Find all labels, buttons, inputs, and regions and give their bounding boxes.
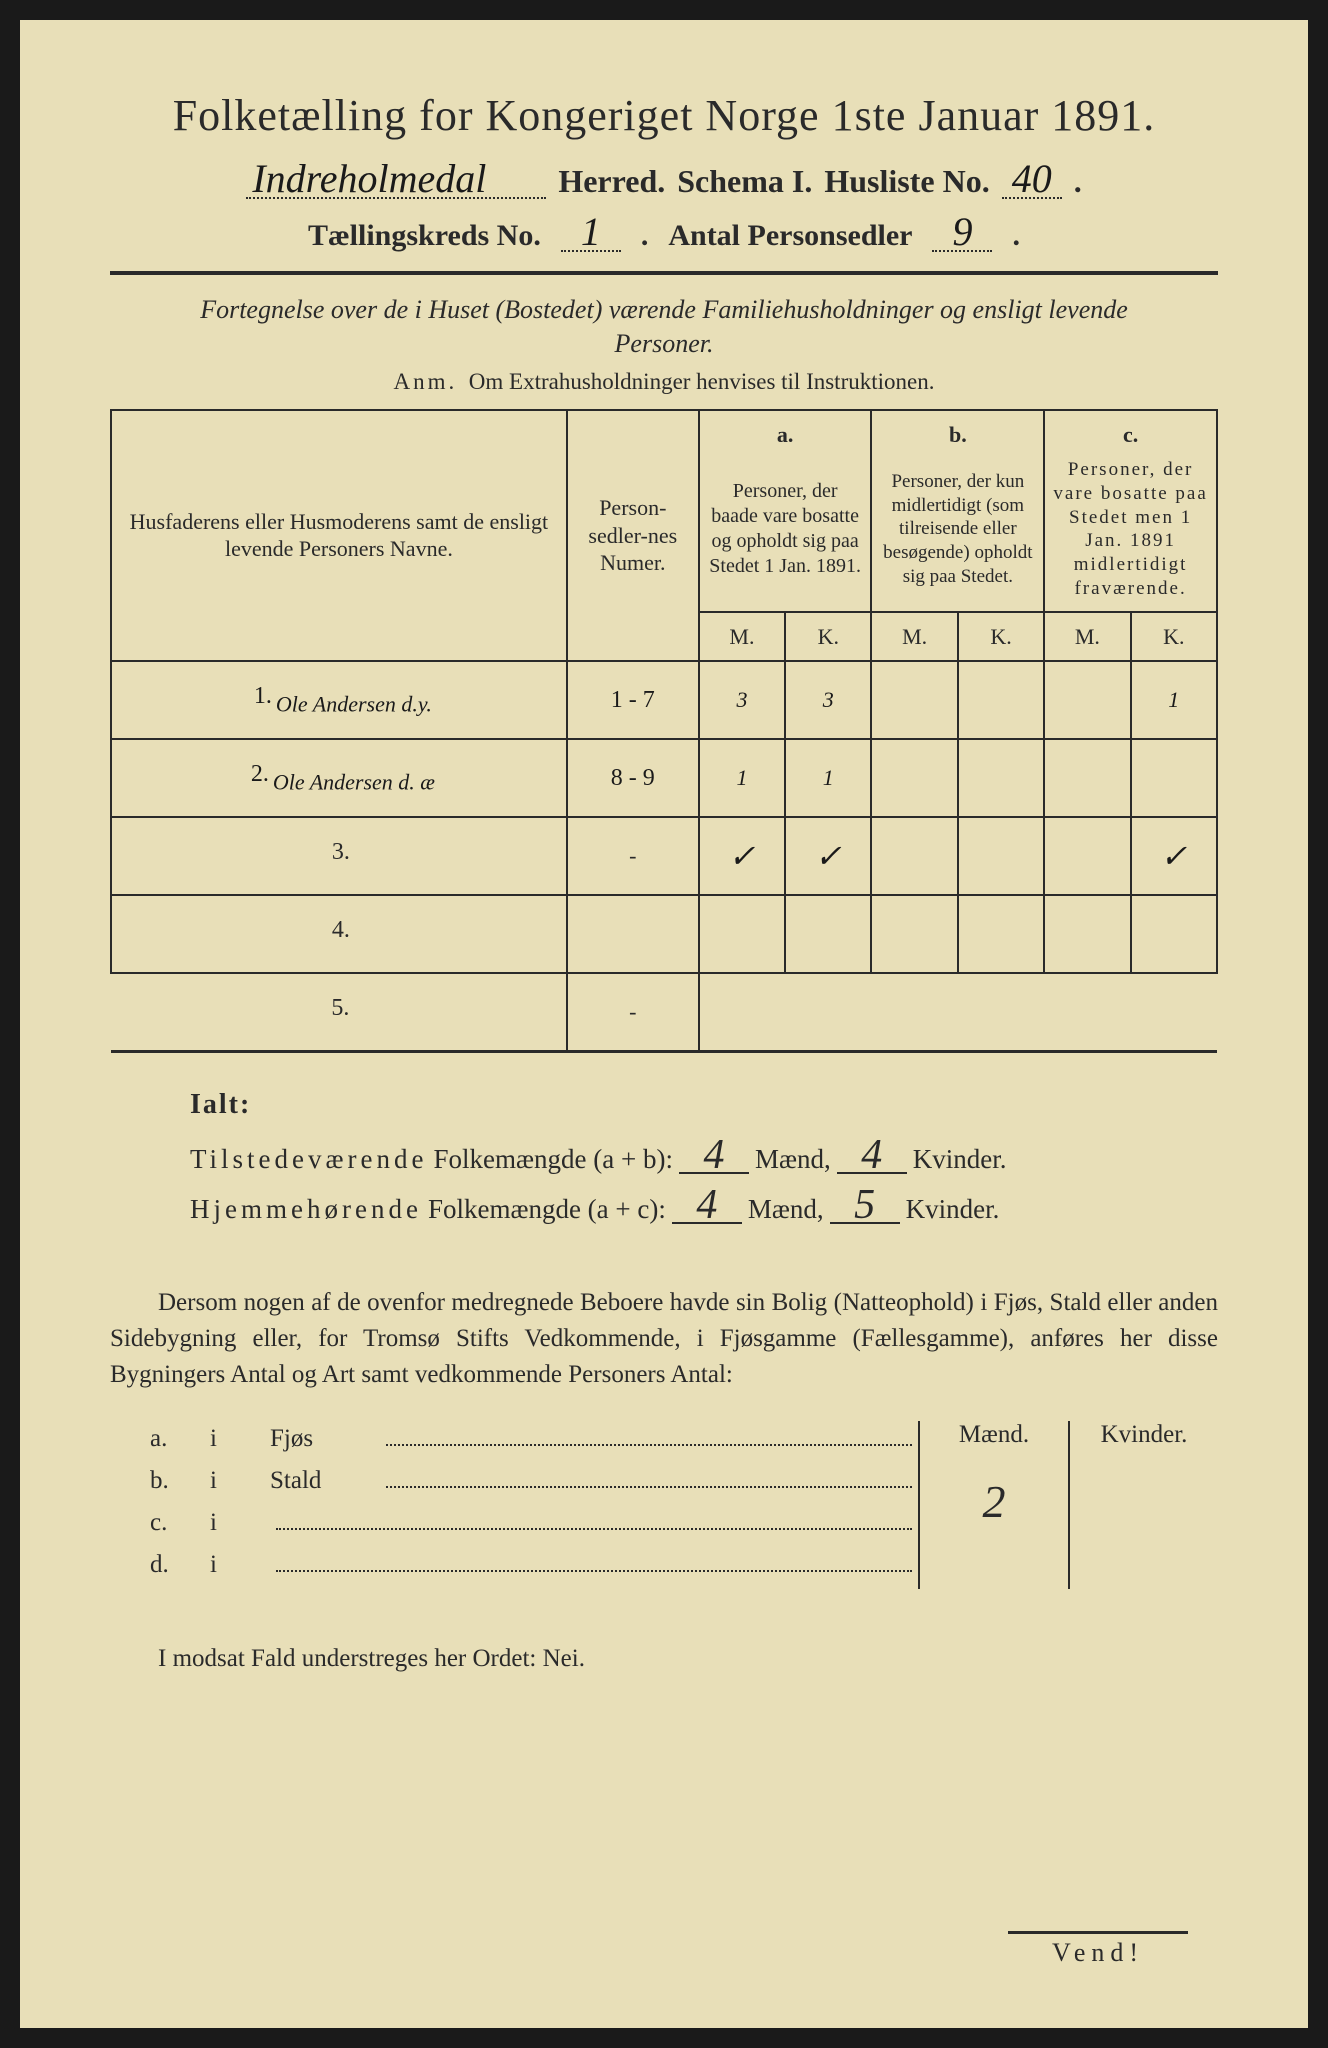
cell-bk <box>958 661 1044 739</box>
census-table: Husfaderens eller Husmoderens samt de en… <box>110 409 1218 1053</box>
hdr-c-label: c. <box>1044 410 1217 449</box>
fortegnelse-text: Fortegnelse over de i Huset (Bostedet) v… <box>170 293 1158 361</box>
cell-bm <box>871 895 957 973</box>
cell-ak: 3 <box>785 661 871 739</box>
bygning-maend-value: 2 <box>920 1475 1068 1528</box>
vend-label: Vend! <box>1008 1931 1188 1968</box>
ialt-label: Ialt: <box>190 1089 1218 1121</box>
cell-cm <box>1044 817 1130 895</box>
cell-bm <box>871 817 957 895</box>
cell-bk <box>958 817 1044 895</box>
numer-cell: - <box>567 817 699 895</box>
cell-cm <box>1044 895 1130 973</box>
ialt-section: Ialt: Tilstedeværende Folkemængde (a + b… <box>110 1089 1218 1225</box>
numer-cell: - <box>567 973 699 1051</box>
cell-ck: 1 <box>1131 661 1217 739</box>
hdr-b-label: b. <box>871 410 1044 449</box>
cell-am <box>699 973 785 1051</box>
page-title: Folketælling for Kongeriget Norge 1ste J… <box>110 90 1218 141</box>
hdr-names: Husfaderens eller Husmoderens samt de en… <box>111 410 567 662</box>
bygning-block: a.i Fjøs b.i Stald c.i d.i Mænd. 2 Kvi <box>110 1421 1218 1589</box>
cell-ck <box>1131 973 1217 1051</box>
hdr-c-m: M. <box>1044 612 1130 662</box>
hdr-numer: Person-sedler-nes Numer. <box>567 410 699 662</box>
cell-am: 1 <box>699 739 785 817</box>
name-cell: 4. <box>111 895 567 973</box>
cell-am: 3 <box>699 661 785 739</box>
hjemme-maend: 4 <box>672 1189 742 1225</box>
bygning-mk-cols: Mænd. 2 Kvinder. <box>918 1421 1218 1589</box>
anm-text: Om Extrahusholdninger henvises til Instr… <box>469 369 935 394</box>
cell-bk <box>958 895 1044 973</box>
hdr-c-k: K. <box>1131 612 1217 662</box>
header-line-3: Tællingskreds No. 1. Antal Personsedler … <box>110 214 1218 253</box>
antal-value: 9 <box>932 214 992 252</box>
numer-cell: 8 - 9 <box>567 739 699 817</box>
hdr-a-label: a. <box>699 410 872 449</box>
hdr-b-k: K. <box>958 612 1044 662</box>
cell-ak: 1 <box>785 739 871 817</box>
cell-am <box>699 895 785 973</box>
name-cell: 1.Ole Andersen d.y. <box>111 661 567 739</box>
cell-ak <box>785 895 871 973</box>
herred-value: Indreholmedal <box>246 161 546 199</box>
bygning-row: d.i <box>150 1547 918 1579</box>
hdr-b-text: Personer, der kun midlertidigt (som tilr… <box>871 448 1044 612</box>
cell-ak: ✓ <box>785 817 871 895</box>
cell-bk <box>958 973 1044 1051</box>
table-row: 5. - <box>111 973 1217 1051</box>
name-cell: 3. <box>111 817 567 895</box>
cell-ck: ✓ <box>1131 817 1217 895</box>
bygning-maend-col: Mænd. 2 <box>920 1421 1070 1589</box>
cell-bm <box>871 973 957 1051</box>
husliste-label: Husliste No. <box>824 163 989 200</box>
hjemme-kvinder: 5 <box>830 1189 900 1225</box>
anm-line: Anm. Om Extrahusholdninger henvises til … <box>110 369 1218 395</box>
schema-label: Schema I. <box>677 163 812 200</box>
cell-cm <box>1044 661 1130 739</box>
numer-cell <box>567 895 699 973</box>
census-form-page: Folketælling for Kongeriget Norge 1ste J… <box>20 20 1308 2028</box>
ialt-row-2: Hjemmehørende Folkemængde (a + c): 4 Mæn… <box>190 1189 1218 1225</box>
table-row: 4. <box>111 895 1217 973</box>
cell-bm <box>871 739 957 817</box>
cell-ck <box>1131 739 1217 817</box>
bygning-kvinder-col: Kvinder. <box>1070 1421 1218 1589</box>
herred-label: Herred. <box>558 163 665 200</box>
dersom-paragraph: Dersom nogen af de ovenfor medregnede Be… <box>110 1285 1218 1394</box>
bygning-row: c.i <box>150 1505 918 1537</box>
header-line-2: Indreholmedal Herred. Schema I. Husliste… <box>110 161 1218 200</box>
antal-label: Antal Personsedler <box>668 219 912 253</box>
kreds-value: 1 <box>561 214 621 252</box>
ialt-row-1: Tilstedeværende Folkemængde (a + b): 4 M… <box>190 1139 1218 1175</box>
numer-cell: 1 - 7 <box>567 661 699 739</box>
tilstede-maend: 4 <box>679 1139 749 1175</box>
cell-bm <box>871 661 957 739</box>
bygning-list: a.i Fjøs b.i Stald c.i d.i <box>110 1421 918 1589</box>
name-cell: 5. <box>111 973 567 1051</box>
kreds-label: Tællingskreds No. <box>308 219 541 253</box>
cell-ck <box>1131 895 1217 973</box>
cell-am: ✓ <box>699 817 785 895</box>
hdr-b-m: M. <box>871 612 957 662</box>
divider <box>110 271 1218 275</box>
table-row: 1.Ole Andersen d.y. 1 - 7 3 3 1 <box>111 661 1217 739</box>
table-row: 2.Ole Andersen d. æ 8 - 9 1 1 <box>111 739 1217 817</box>
hdr-a-m: M. <box>699 612 785 662</box>
husliste-value: 40 <box>1002 161 1062 199</box>
bygning-row: b.i Stald <box>150 1463 918 1495</box>
cell-cm <box>1044 973 1130 1051</box>
hdr-c-text: Personer, der vare bosatte paa Stedet me… <box>1044 448 1217 612</box>
anm-prefix: Anm. <box>394 369 458 394</box>
hdr-a-text: Personer, der baade vare bosatte og opho… <box>699 448 872 612</box>
cell-bk <box>958 739 1044 817</box>
cell-ak <box>785 973 871 1051</box>
name-cell: 2.Ole Andersen d. æ <box>111 739 567 817</box>
tilstede-kvinder: 4 <box>837 1139 907 1175</box>
bygning-row: a.i Fjøs <box>150 1421 918 1453</box>
hdr-a-k: K. <box>785 612 871 662</box>
modsat-text: I modsat Fald understreges her Ordet: Ne… <box>110 1645 1218 1673</box>
cell-cm <box>1044 739 1130 817</box>
table-row: 3. - ✓ ✓ ✓ <box>111 817 1217 895</box>
